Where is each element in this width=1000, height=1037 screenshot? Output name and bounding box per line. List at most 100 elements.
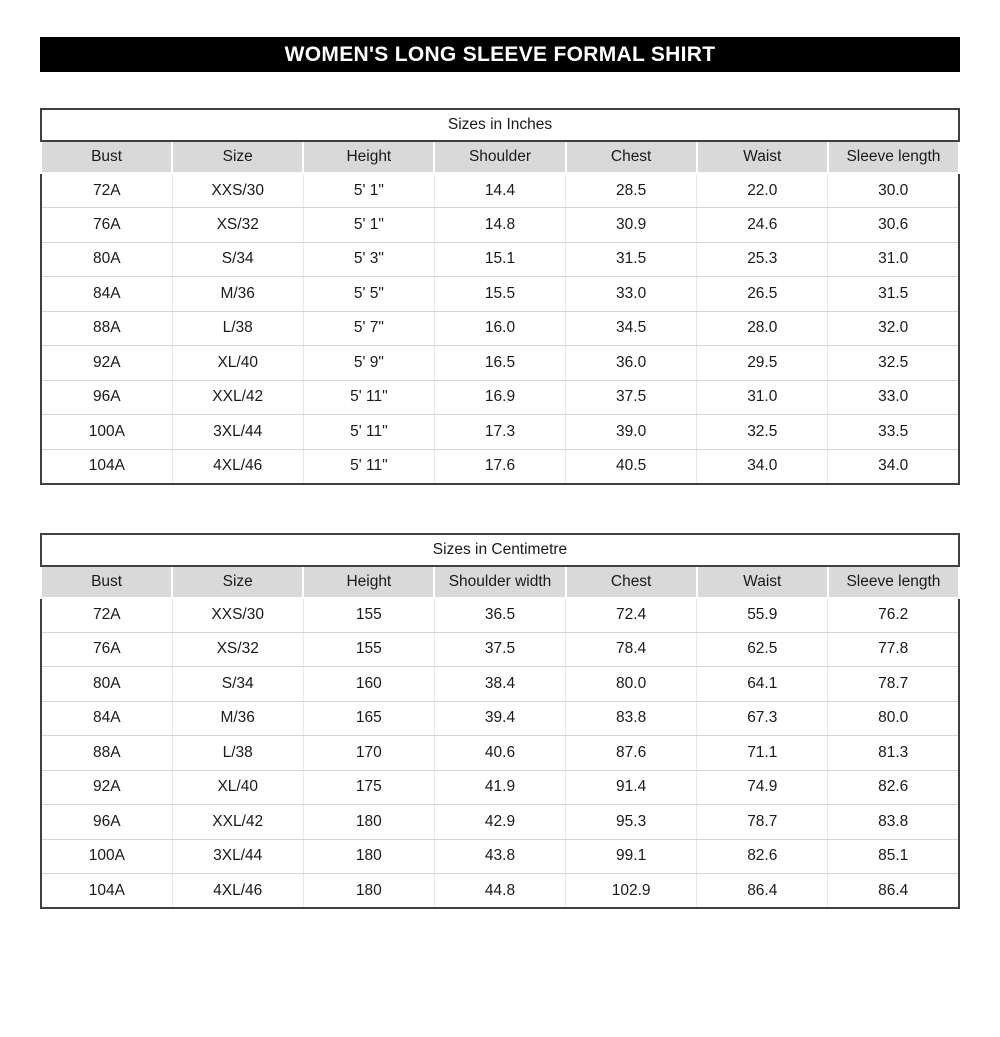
table-cell: L/38 <box>171 311 304 346</box>
table-row: 84A M/36 5' 5" 15.5 33.0 26.5 31.5 <box>40 276 960 312</box>
table-cell: 39.4 <box>433 701 567 736</box>
table-cell: 100A <box>40 414 173 450</box>
table-cell: 14.4 <box>433 173 567 208</box>
column-header: Waist <box>695 565 829 599</box>
table-cell: 5' 11" <box>302 414 435 450</box>
table-cell: 84A <box>40 276 173 312</box>
table-cell: 16.5 <box>433 345 567 381</box>
table-cell: 4XL/46 <box>171 873 304 908</box>
table-cell: 67.3 <box>696 701 829 736</box>
table-cell: 80A <box>40 242 173 277</box>
table-cell: XXS/30 <box>171 173 304 208</box>
table-cell: 41.9 <box>433 770 567 805</box>
table-cell: 62.5 <box>696 632 829 667</box>
table-cell: 5' 5" <box>302 276 435 312</box>
table-cell: 86.4 <box>827 873 960 908</box>
table-cell: 5' 1" <box>302 207 435 243</box>
table-cell: 36.0 <box>565 345 698 381</box>
table-cell: 91.4 <box>565 770 698 805</box>
page-title: WOMEN'S LONG SLEEVE FORMAL SHIRT <box>284 42 716 66</box>
size-table-cm-section: Sizes in Centimetre Bust Size Height Should… <box>39 532 961 909</box>
table-row: 100A 3XL/44 180 43.8 99.1 82.6 85.1 <box>40 839 960 874</box>
table-cell: 33.0 <box>565 276 698 312</box>
table-cell: 82.6 <box>827 770 960 805</box>
column-header: Bust <box>39 141 174 174</box>
table-cell: 4XL/46 <box>171 449 304 484</box>
table-caption: Sizes in Centimetre <box>40 533 960 567</box>
table-cell: 37.5 <box>565 380 698 415</box>
table-cell: 15.1 <box>433 242 567 277</box>
table-cell: 31.5 <box>565 242 698 277</box>
table-caption-row: Sizes in Inches <box>40 108 960 142</box>
size-table-cm: Sizes in Centimetre Bust Size Height Should… <box>39 532 961 909</box>
table-cell: S/34 <box>171 666 304 702</box>
table-row: 76A XS/32 155 37.5 78.4 62.5 77.8 <box>40 632 960 667</box>
table-row: 96A XXL/42 180 42.9 95.3 78.7 83.8 <box>40 804 960 840</box>
table-cell: 92A <box>40 345 173 381</box>
table-header-row: Bust Size Height Shoulder Chest Waist Sleeve l… <box>39 141 961 174</box>
table-cell: 155 <box>302 632 435 667</box>
table-cell: 34.5 <box>565 311 698 346</box>
table-row: 92A XL/40 5' 9" 16.5 36.0 29.5 32.5 <box>40 345 960 381</box>
table-cell: 34.0 <box>696 449 829 484</box>
table-cell: XL/40 <box>171 770 304 805</box>
table-cell: 32.5 <box>696 414 829 450</box>
table-cell: 14.8 <box>433 207 567 243</box>
table-cell: 80A <box>40 666 173 702</box>
table-cell: 64.1 <box>696 666 829 702</box>
table-cell: 5' 7" <box>302 311 435 346</box>
table-cell: 83.8 <box>827 804 960 840</box>
table-cell: 72.4 <box>565 597 698 633</box>
table-cell: 76.2 <box>827 597 960 633</box>
table-row: 72A XXS/30 5' 1" 14.4 28.5 22.0 30.0 <box>40 173 960 208</box>
table-cell: 17.6 <box>433 449 567 484</box>
table-cell: 31.0 <box>696 380 829 415</box>
table-cell: 80.0 <box>827 701 960 736</box>
table-cell: 25.3 <box>696 242 829 277</box>
table-cell: 36.5 <box>433 597 567 633</box>
table-cell: 180 <box>302 839 435 874</box>
table-cell: 40.5 <box>565 449 698 484</box>
table-row: 100A 3XL/44 5' 11" 17.3 39.0 32.5 33.5 <box>40 414 960 450</box>
table-cell: 88A <box>40 735 173 771</box>
table-cell: 5' 9" <box>302 345 435 381</box>
table-cell: 22.0 <box>696 173 829 208</box>
table-caption: Sizes in Inches <box>40 108 960 142</box>
table-cell: XXL/42 <box>171 380 304 415</box>
table-cell: 102.9 <box>565 873 698 908</box>
table-cell: M/36 <box>171 276 304 312</box>
table-cell: 104A <box>40 449 173 484</box>
table-cell: 78.7 <box>696 804 829 840</box>
table-cell: XL/40 <box>171 345 304 381</box>
table-cell: 15.5 <box>433 276 567 312</box>
table-cell: 87.6 <box>565 735 698 771</box>
column-header: Height <box>302 565 436 599</box>
table-cell: 3XL/44 <box>171 414 304 450</box>
table-cell: 92A <box>40 770 173 805</box>
table-cell: L/38 <box>171 735 304 771</box>
table-body: 72A XXS/30 5' 1" 14.4 28.5 22.0 30.0 76A XS/32 5'… <box>40 173 960 484</box>
table-cell: 77.8 <box>827 632 960 667</box>
table-cell: 78.7 <box>827 666 960 702</box>
table-cell: 5' 11" <box>302 449 435 484</box>
table-row: 104A 4XL/46 180 44.8 102.9 86.4 86.4 <box>40 873 960 908</box>
table-cell: 31.5 <box>827 276 960 312</box>
table-cell: XXL/42 <box>171 804 304 840</box>
table-cell: XS/32 <box>171 632 304 667</box>
table-cell: 24.6 <box>696 207 829 243</box>
column-header: Sleeve length <box>826 141 961 174</box>
table-row: 76A XS/32 5' 1" 14.8 30.9 24.6 30.6 <box>40 207 960 243</box>
table-cell: 16.9 <box>433 380 567 415</box>
table-row: 92A XL/40 175 41.9 91.4 74.9 82.6 <box>40 770 960 805</box>
table-cell: 99.1 <box>565 839 698 874</box>
table-cell: 88A <box>40 311 173 346</box>
table-cell: 72A <box>40 597 173 633</box>
table-cell: 30.9 <box>565 207 698 243</box>
size-table-inches: Sizes in Inches Bust Size Height Shoulder Ch… <box>39 108 961 485</box>
table-cell: 96A <box>40 804 173 840</box>
table-row: 72A XXS/30 155 36.5 72.4 55.9 76.2 <box>40 597 960 633</box>
table-cell: 76A <box>40 632 173 667</box>
table-row: 96A XXL/42 5' 11" 16.9 37.5 31.0 33.0 <box>40 380 960 415</box>
column-header: Chest <box>564 141 698 174</box>
table-row: 80A S/34 160 38.4 80.0 64.1 78.7 <box>40 666 960 702</box>
